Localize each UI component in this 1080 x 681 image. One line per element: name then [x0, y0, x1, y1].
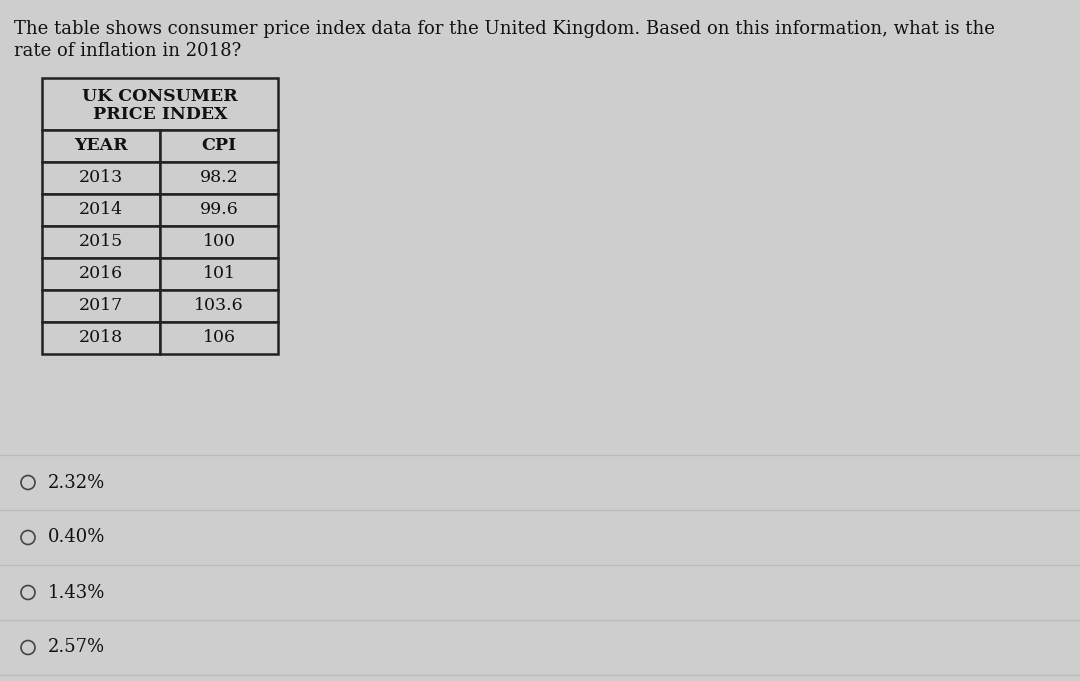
Bar	[160, 226, 278, 258]
Text: rate of inflation in 2018?: rate of inflation in 2018?	[14, 42, 241, 60]
Bar	[160, 194, 278, 226]
Text: 2.57%: 2.57%	[48, 639, 105, 656]
Bar	[42, 322, 160, 354]
Text: YEAR: YEAR	[75, 138, 127, 155]
Text: 2013: 2013	[79, 170, 123, 187]
Bar	[42, 130, 160, 162]
Text: PRICE INDEX: PRICE INDEX	[93, 106, 227, 123]
Text: 1.43%: 1.43%	[48, 584, 106, 601]
Text: 100: 100	[203, 234, 235, 251]
Text: CPI: CPI	[202, 138, 237, 155]
Text: 0.40%: 0.40%	[48, 528, 106, 546]
Bar	[160, 322, 278, 354]
Text: 99.6: 99.6	[200, 202, 239, 219]
Text: 2.32%: 2.32%	[48, 473, 105, 492]
Bar	[160, 258, 278, 290]
Bar	[42, 194, 160, 226]
Bar	[160, 162, 278, 194]
Text: 2015: 2015	[79, 234, 123, 251]
Bar	[42, 78, 278, 130]
Text: 2017: 2017	[79, 298, 123, 315]
Text: 98.2: 98.2	[200, 170, 239, 187]
Text: 103.6: 103.6	[194, 298, 244, 315]
Text: 2016: 2016	[79, 266, 123, 283]
Text: UK CONSUMER: UK CONSUMER	[82, 88, 238, 105]
Text: 106: 106	[203, 330, 235, 347]
Text: 2014: 2014	[79, 202, 123, 219]
Text: 101: 101	[203, 266, 235, 283]
Bar	[42, 162, 160, 194]
Text: The table shows consumer price index data for the United Kingdom. Based on this : The table shows consumer price index dat…	[14, 20, 995, 38]
Bar	[42, 258, 160, 290]
Bar	[160, 130, 278, 162]
Bar	[160, 290, 278, 322]
Bar	[42, 226, 160, 258]
Bar	[42, 290, 160, 322]
Text: 2018: 2018	[79, 330, 123, 347]
